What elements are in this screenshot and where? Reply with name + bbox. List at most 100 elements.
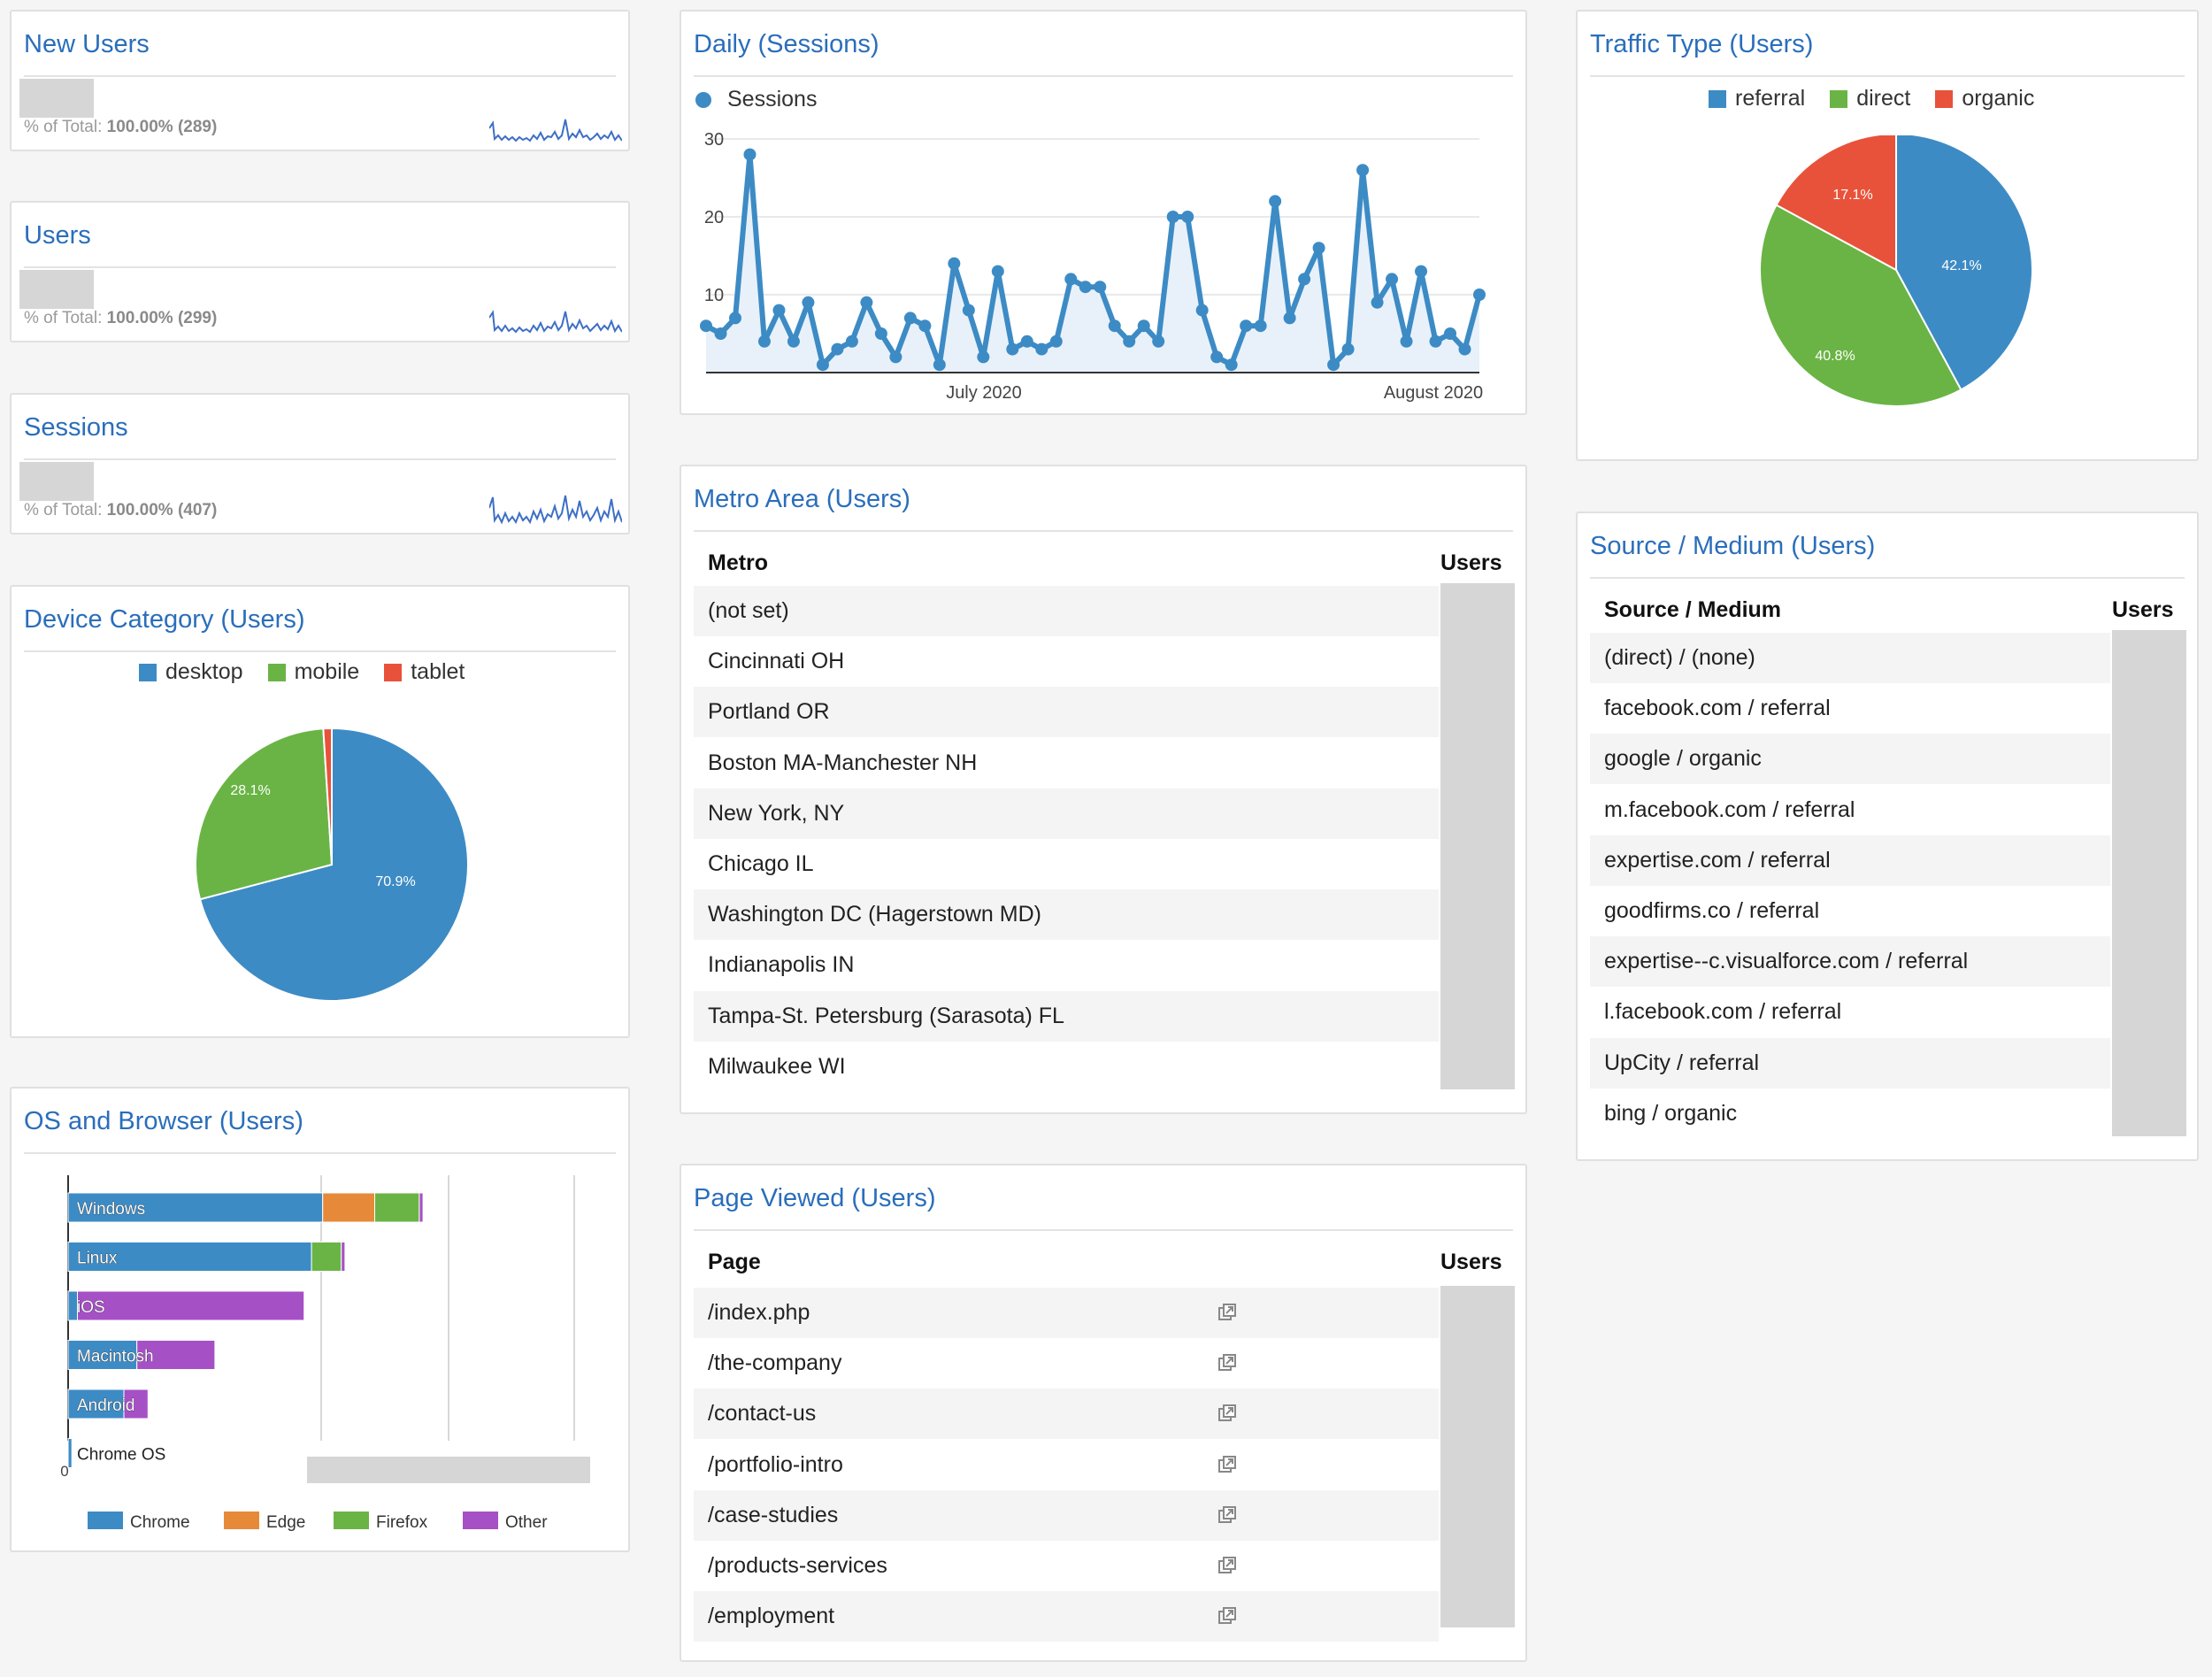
table-row[interactable]: /the-company xyxy=(694,1338,1439,1389)
sessions-point[interactable] xyxy=(845,335,858,348)
os-bar-segment[interactable] xyxy=(311,1242,342,1272)
sessions-point[interactable] xyxy=(1181,211,1194,223)
table-row[interactable]: google / organic xyxy=(1590,734,2110,785)
table-row[interactable]: Indianapolis IN xyxy=(694,940,1439,990)
sessions-point[interactable] xyxy=(1064,273,1078,286)
os-bar-segment[interactable] xyxy=(322,1192,376,1223)
table-row[interactable]: /portfolio-intro xyxy=(694,1440,1439,1490)
table-row[interactable]: goodfirms.co / referral xyxy=(1590,886,2110,936)
sessions-point[interactable] xyxy=(1283,312,1296,325)
sessions-point[interactable] xyxy=(1240,319,1253,333)
sessions-point[interactable] xyxy=(1049,335,1063,348)
table-row[interactable]: facebook.com / referral xyxy=(1590,683,2110,734)
sessions-point[interactable] xyxy=(1225,358,1238,372)
table-row[interactable]: Chicago IL xyxy=(694,839,1439,889)
sessions-point[interactable] xyxy=(1269,195,1282,208)
table-row[interactable]: expertise--c.visualforce.com / referral xyxy=(1590,936,2110,988)
table-row[interactable]: /employment xyxy=(694,1591,1439,1642)
table-row[interactable]: /contact-us xyxy=(694,1389,1439,1440)
table-row[interactable]: Tampa-St. Petersburg (Sarasota) FL xyxy=(694,990,1439,1042)
sessions-point[interactable] xyxy=(860,296,873,309)
sessions-point[interactable] xyxy=(1415,265,1428,278)
open-page-icon[interactable] xyxy=(1217,1353,1237,1373)
open-page-icon[interactable] xyxy=(1217,1455,1237,1474)
pie-slice[interactable] xyxy=(198,727,469,1002)
sessions-point[interactable] xyxy=(772,304,786,317)
open-page-icon[interactable] xyxy=(1217,1556,1237,1575)
open-page-icon[interactable] xyxy=(1217,1505,1237,1525)
pie-slice[interactable] xyxy=(195,727,334,901)
table-row[interactable]: /case-studies xyxy=(694,1489,1439,1541)
table-row[interactable]: Boston MA-Manchester NH xyxy=(694,738,1439,788)
sessions-point[interactable] xyxy=(1210,350,1224,364)
sessions-point[interactable] xyxy=(962,304,975,317)
table-row[interactable]: l.facebook.com / referral xyxy=(1590,987,2110,1037)
table-row[interactable]: Washington DC (Hagerstown MD) xyxy=(694,889,1439,941)
sessions-point[interactable] xyxy=(743,148,757,161)
os-bar-segment[interactable] xyxy=(67,1242,312,1272)
table-row[interactable]: UpCity / referral xyxy=(1590,1037,2110,1089)
sessions-point[interactable] xyxy=(1006,342,1019,356)
sessions-point[interactable] xyxy=(1429,335,1442,348)
sessions-point[interactable] xyxy=(714,327,727,340)
sessions-point[interactable] xyxy=(1473,288,1486,301)
sessions-point[interactable] xyxy=(1298,273,1311,286)
table-row[interactable]: /index.php xyxy=(694,1288,1439,1338)
os-bar-segment[interactable] xyxy=(374,1192,420,1223)
pie-slice[interactable] xyxy=(1759,204,1962,407)
pie-slice[interactable] xyxy=(1895,135,2033,391)
sessions-point[interactable] xyxy=(1123,335,1136,348)
sessions-point[interactable] xyxy=(1312,242,1325,255)
sessions-point[interactable] xyxy=(977,350,990,364)
table-row[interactable]: (direct) / (none) xyxy=(1590,633,2110,683)
table-row[interactable]: Milwaukee WI xyxy=(694,1042,1439,1092)
table-row[interactable]: bing / organic xyxy=(1590,1089,2110,1139)
os-bar-segment[interactable] xyxy=(136,1340,216,1370)
sessions-point[interactable] xyxy=(700,319,712,333)
sessions-point[interactable] xyxy=(728,312,741,325)
pie-slice[interactable] xyxy=(322,727,333,865)
sessions-point[interactable] xyxy=(1458,342,1471,356)
sessions-point[interactable] xyxy=(757,335,771,348)
table-row[interactable]: m.facebook.com / referral xyxy=(1590,785,2110,835)
sessions-point[interactable] xyxy=(1327,358,1340,372)
sessions-point[interactable] xyxy=(948,257,961,270)
sessions-point[interactable] xyxy=(1254,319,1267,333)
sessions-point[interactable] xyxy=(831,342,844,356)
sessions-point[interactable] xyxy=(991,265,1004,278)
table-row[interactable]: /products-services xyxy=(694,1541,1439,1591)
sessions-point[interactable] xyxy=(933,358,946,372)
table-row[interactable]: Portland OR xyxy=(694,687,1439,738)
sessions-point[interactable] xyxy=(1341,342,1355,356)
sessions-point[interactable] xyxy=(903,312,917,325)
sessions-point[interactable] xyxy=(874,327,887,340)
table-row[interactable]: (not set) xyxy=(694,586,1439,636)
sessions-point[interactable] xyxy=(787,335,800,348)
sessions-point[interactable] xyxy=(889,350,902,364)
sessions-point[interactable] xyxy=(918,319,932,333)
open-page-icon[interactable] xyxy=(1217,1303,1237,1322)
sessions-point[interactable] xyxy=(1137,319,1150,333)
sessions-point[interactable] xyxy=(1356,164,1370,177)
sessions-point[interactable] xyxy=(1079,281,1092,294)
sessions-point[interactable] xyxy=(1444,327,1457,340)
sessions-point[interactable] xyxy=(1035,342,1048,356)
os-bar-segment[interactable] xyxy=(67,1389,125,1419)
table-row[interactable]: New York, NY xyxy=(694,788,1439,839)
open-page-icon[interactable] xyxy=(1217,1404,1237,1423)
sessions-point[interactable] xyxy=(1094,281,1107,294)
os-bar-segment[interactable] xyxy=(341,1242,346,1272)
sessions-point[interactable] xyxy=(1108,319,1121,333)
open-page-icon[interactable] xyxy=(1217,1606,1237,1626)
sessions-point[interactable] xyxy=(802,296,815,309)
table-row[interactable]: Cincinnati OH xyxy=(694,636,1439,687)
sessions-point[interactable] xyxy=(816,358,829,372)
os-bar-segment[interactable] xyxy=(77,1290,305,1321)
sessions-point[interactable] xyxy=(1195,304,1209,317)
sessions-point[interactable] xyxy=(1371,296,1384,309)
pie-slice[interactable] xyxy=(1775,135,1897,272)
sessions-point[interactable] xyxy=(1020,335,1033,348)
sessions-point[interactable] xyxy=(1166,211,1179,223)
os-bar-segment[interactable] xyxy=(123,1389,149,1419)
table-row[interactable]: expertise.com / referral xyxy=(1590,835,2110,886)
